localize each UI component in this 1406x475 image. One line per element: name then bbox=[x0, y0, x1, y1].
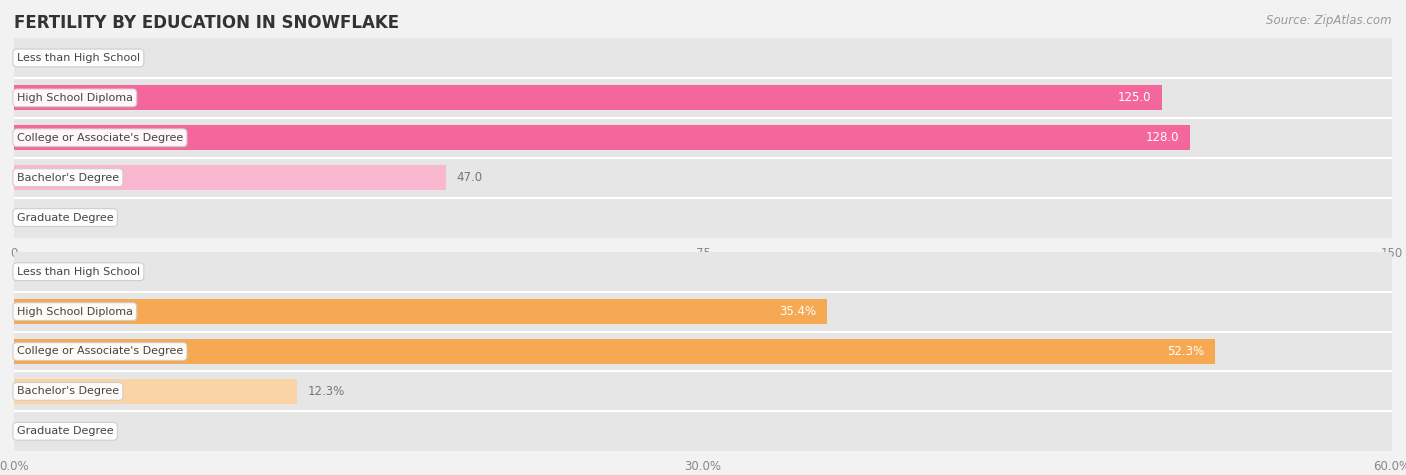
Text: FERTILITY BY EDUCATION IN SNOWFLAKE: FERTILITY BY EDUCATION IN SNOWFLAKE bbox=[14, 14, 399, 32]
Bar bbox=[14, 292, 1392, 332]
Bar bbox=[14, 332, 1392, 371]
Text: 0.0: 0.0 bbox=[25, 51, 44, 65]
Bar bbox=[14, 118, 1392, 158]
Text: Graduate Degree: Graduate Degree bbox=[17, 426, 114, 437]
Bar bbox=[14, 78, 1392, 118]
Text: Graduate Degree: Graduate Degree bbox=[17, 212, 114, 223]
Bar bbox=[14, 299, 827, 324]
Bar bbox=[14, 125, 1189, 150]
Bar bbox=[14, 411, 1392, 451]
Text: 12.3%: 12.3% bbox=[308, 385, 344, 398]
Text: College or Associate's Degree: College or Associate's Degree bbox=[17, 133, 183, 143]
Bar bbox=[14, 165, 446, 190]
Text: College or Associate's Degree: College or Associate's Degree bbox=[17, 346, 183, 357]
Bar bbox=[14, 379, 297, 404]
Text: Bachelor's Degree: Bachelor's Degree bbox=[17, 172, 120, 183]
Text: 0.0%: 0.0% bbox=[25, 425, 55, 438]
Bar bbox=[14, 252, 1392, 292]
Text: Less than High School: Less than High School bbox=[17, 53, 141, 63]
Text: 0.0: 0.0 bbox=[25, 211, 44, 224]
Text: High School Diploma: High School Diploma bbox=[17, 306, 132, 317]
Bar bbox=[14, 158, 1392, 198]
Bar bbox=[14, 38, 1392, 78]
Bar bbox=[14, 86, 1163, 110]
Text: High School Diploma: High School Diploma bbox=[17, 93, 132, 103]
Bar bbox=[14, 339, 1215, 364]
Text: 125.0: 125.0 bbox=[1118, 91, 1152, 104]
Text: 35.4%: 35.4% bbox=[779, 305, 815, 318]
Text: 128.0: 128.0 bbox=[1146, 131, 1178, 144]
Bar bbox=[14, 198, 1392, 238]
Text: 0.0%: 0.0% bbox=[25, 265, 55, 278]
Text: Less than High School: Less than High School bbox=[17, 266, 141, 277]
Text: Source: ZipAtlas.com: Source: ZipAtlas.com bbox=[1267, 14, 1392, 27]
Text: 47.0: 47.0 bbox=[457, 171, 482, 184]
Bar bbox=[14, 371, 1392, 411]
Text: Bachelor's Degree: Bachelor's Degree bbox=[17, 386, 120, 397]
Text: 52.3%: 52.3% bbox=[1167, 345, 1204, 358]
